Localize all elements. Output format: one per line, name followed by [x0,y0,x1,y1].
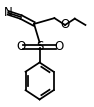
Text: N: N [4,6,13,19]
Text: S: S [36,40,43,53]
Text: O: O [60,18,70,31]
Text: O: O [54,40,63,53]
Text: O: O [16,40,25,53]
